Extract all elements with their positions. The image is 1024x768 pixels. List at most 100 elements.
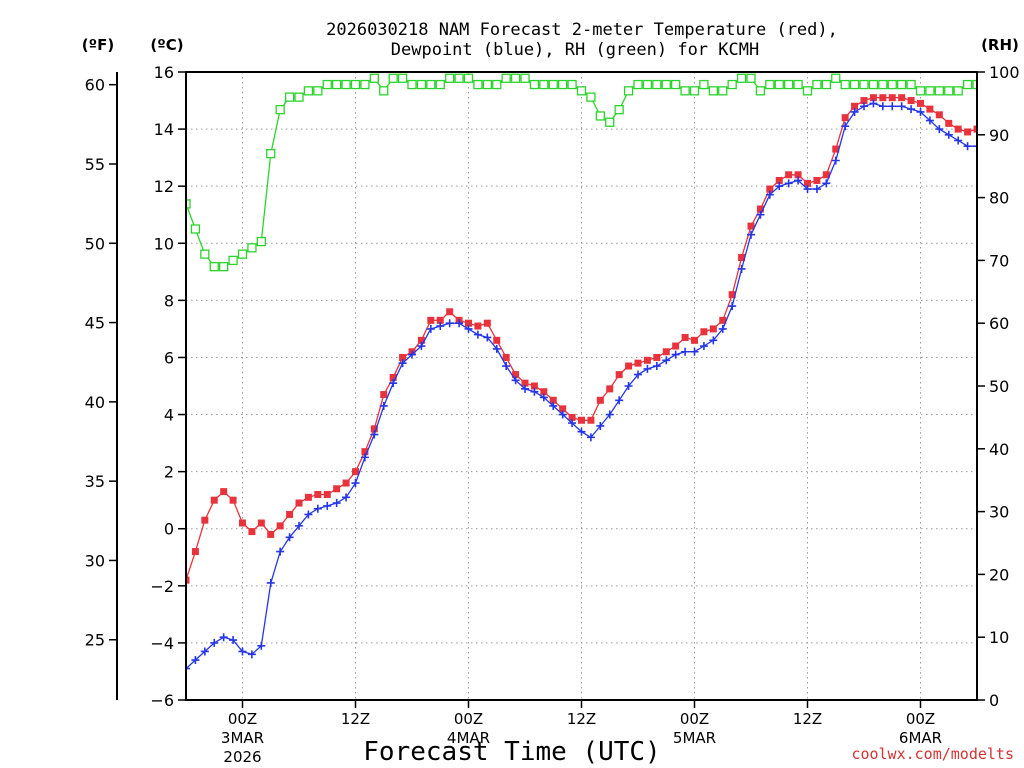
date-tick-label: 5MAR [673, 729, 716, 747]
dewpoint-point [784, 179, 793, 188]
dewpoint-point [963, 142, 972, 151]
temperature-point [201, 516, 209, 524]
dewpoint-point [257, 641, 266, 650]
dewpoint-point [360, 453, 369, 462]
dewpoint-point [502, 362, 511, 371]
temperature-point [333, 485, 341, 493]
temperature-point [766, 185, 774, 193]
dewpoint-point [521, 384, 529, 393]
rh-point [322, 79, 332, 90]
temperature-point [220, 488, 228, 496]
dewpoint-point [671, 350, 680, 359]
celsius-tick-label: 12 [154, 177, 174, 196]
temperature-point [210, 496, 218, 504]
rh-point [784, 79, 794, 90]
temperature-point [587, 416, 595, 424]
rh-point [482, 79, 492, 90]
dewpoint-point [652, 362, 661, 371]
celsius-tick-label: 6 [164, 348, 174, 367]
temperature-point [239, 519, 246, 527]
temperature-point [775, 176, 783, 184]
temperature-point [643, 356, 651, 364]
temperature-point [756, 205, 764, 213]
temperature-point [191, 548, 199, 556]
temperature-point [502, 353, 510, 361]
celsius-unit-label: (ºC) [150, 36, 183, 54]
dewpoint-point [389, 379, 398, 388]
dewpoint-point [370, 430, 379, 439]
temperature-point [465, 319, 472, 327]
rh-tick-label: 10 [989, 628, 1009, 647]
temperature-point [662, 348, 670, 356]
rh-point [699, 79, 709, 90]
temperature-point [568, 413, 576, 421]
dewpoint-point [295, 521, 303, 530]
rh-point [539, 79, 549, 90]
dewpoint-point [276, 547, 285, 556]
rh-point [388, 73, 398, 83]
dewpoint-point [897, 102, 906, 111]
time-tick-label: 00Z [228, 710, 257, 728]
rh-point [332, 79, 342, 90]
dewpoint-point [473, 330, 482, 339]
dewpoint-point [737, 264, 746, 273]
temperature-point [596, 396, 604, 404]
dewpoint-point [455, 319, 464, 328]
temperature-point [747, 222, 755, 230]
credit-text: coolwx.com/modelts [851, 745, 1014, 763]
dewpoint-point [247, 650, 256, 659]
temperature-point [935, 111, 943, 119]
dewpoint-point [342, 493, 351, 502]
data-series [186, 73, 977, 673]
dewpoint-point [860, 102, 868, 111]
rh-point [934, 86, 944, 96]
dewpoint-point [935, 125, 944, 134]
rh-point [186, 199, 191, 209]
rh-point [755, 86, 766, 96]
dewpoint-point [285, 533, 294, 542]
dewpoint-point [417, 342, 426, 351]
temperature-point [549, 396, 557, 404]
temperature-point [672, 342, 680, 350]
dewpoint-point [690, 347, 699, 356]
rh-point [200, 249, 210, 259]
rh-point [219, 262, 229, 272]
dewpoint-point [954, 136, 963, 145]
temperature-point [483, 319, 491, 327]
celsius-tick-label: 10 [154, 234, 174, 253]
temperature-point [879, 94, 887, 102]
dewpoint-point [492, 344, 501, 353]
dewpoint-point [558, 410, 567, 419]
temperature-point [813, 176, 821, 184]
temperature-point [804, 179, 811, 187]
dewpoint-point [662, 356, 671, 365]
rh-point [284, 92, 295, 102]
dewpoint-point [878, 102, 887, 111]
dewpoint-point [634, 370, 642, 379]
temperature-point [389, 373, 397, 381]
dewpoint-point [615, 396, 624, 405]
rh-point [558, 79, 568, 90]
rh-point [416, 79, 427, 90]
celsius-tick-label: 14 [154, 120, 174, 139]
dewpoint-point [728, 302, 737, 311]
rh-point [849, 79, 860, 90]
temperature-point [267, 530, 275, 538]
rh-tick-label: 0 [989, 691, 999, 710]
x-axis-label: Forecast Time (UTC) [363, 737, 660, 767]
rh-point [802, 86, 813, 96]
rh-point [671, 79, 681, 90]
rh-point [463, 73, 474, 83]
dewpoint-point [973, 142, 977, 151]
dewpoint-point [464, 324, 473, 333]
rh-point [661, 79, 671, 90]
temperature-point [606, 385, 614, 393]
temperature-point [229, 496, 237, 504]
temperature-point [257, 519, 265, 527]
rh-point [445, 73, 455, 83]
temperature-point [719, 316, 727, 324]
rh-point [454, 73, 464, 83]
time-tick-label: 12Z [341, 710, 370, 728]
temperature-point [295, 499, 303, 507]
